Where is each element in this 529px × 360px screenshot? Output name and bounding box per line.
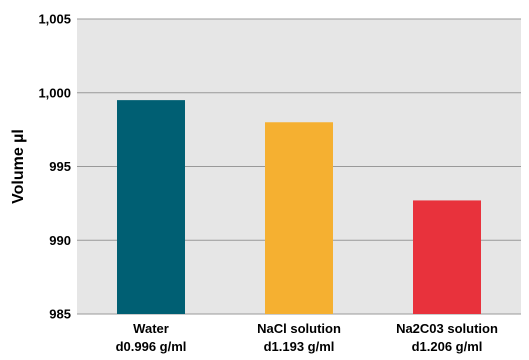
y-tick-label: 995 (49, 159, 71, 174)
bar (413, 200, 481, 314)
y-axis-title: Volume µl (10, 129, 27, 204)
x-category-label: Na2C03 solution (396, 321, 498, 336)
bar (117, 100, 185, 314)
y-tick-label: 990 (49, 233, 71, 248)
x-category-label: Water (133, 321, 169, 336)
x-category-label: NaCl solution (257, 321, 341, 336)
x-category-sublabel: d0.996 g/ml (116, 339, 187, 354)
x-axis-categories: Water d0.996 g/ml NaCl solution d1.193 g/ml… (116, 321, 498, 354)
x-category-sublabel: d1.206 g/ml (412, 339, 483, 354)
y-tick-label: 1,000 (38, 85, 71, 100)
y-tick-label: 1,005 (38, 12, 71, 27)
y-axis-ticks: 985 990 995 1,000 1,005 (38, 12, 71, 322)
y-tick-label: 985 (49, 307, 71, 322)
bar (265, 122, 333, 314)
x-category-sublabel: d1.193 g/ml (264, 339, 335, 354)
